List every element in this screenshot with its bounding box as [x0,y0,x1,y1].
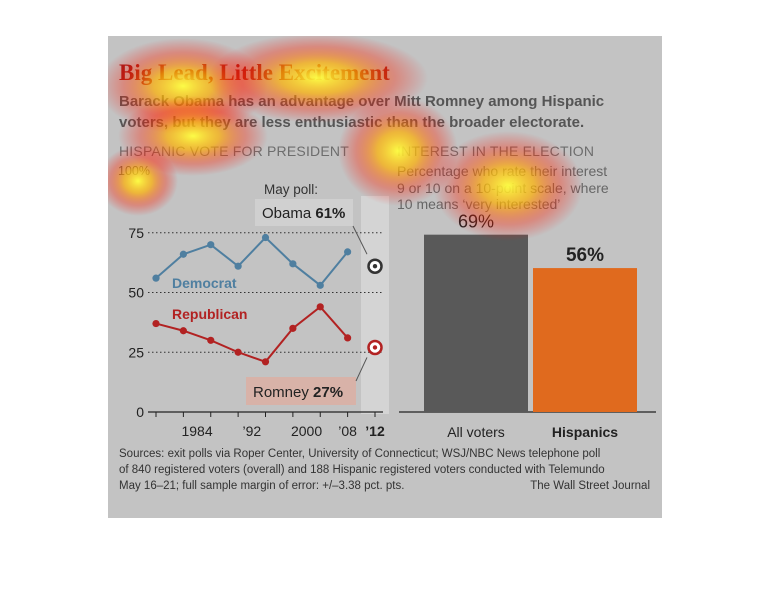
bar-category-label: Hispanics [552,424,618,440]
source-line-3: May 16–21; full sample margin of error: … [119,480,405,492]
data-point-democrat [289,260,297,268]
x-tick-label: ’12 [365,423,385,439]
romney-leader-line [355,357,368,382]
series-line-republican [155,305,349,363]
romney-callout-value: 27% [313,384,343,401]
data-point-democrat [316,281,324,289]
data-point-republican [179,327,187,335]
data-point-republican [207,336,215,344]
data-point-democrat [152,274,160,282]
poll-marker-dot [372,264,378,269]
data-point-republican [344,334,352,342]
source-line-2: of 840 registered voters (overall) and 1… [119,464,605,476]
y-tick-label: 25 [128,344,144,360]
obama-callout-value: 61% [315,205,345,222]
romney-callout-box [246,377,356,405]
series-label-republican: Republican [172,306,247,322]
chart-card: Big Lead, Little Excitement Barack Obama… [108,36,662,518]
data-point-republican [316,303,324,311]
bar-hispanics [533,268,637,412]
bar-all-voters [424,234,528,412]
x-tick-label: 1984 [181,423,212,439]
data-point-republican [261,358,270,366]
bar-category-label: All voters [447,424,505,440]
data-point-democrat [234,262,242,270]
obama-leader-line [352,225,368,255]
x-tick-label: 2000 [291,423,322,439]
series-line-democrat [155,236,349,287]
poll-header: May poll: [264,182,318,197]
data-point-democrat [207,241,215,249]
obama-callout-name: Obama [262,205,315,222]
romney-callout: Romney 27% [253,384,343,401]
data-point-republican [234,348,242,356]
bar-value-label: 69% [458,212,494,232]
data-point-democrat [179,250,187,258]
obama-callout-box [255,199,353,226]
bar-chart: 69% All voters 56% Hispanics [399,212,656,440]
data-point-republican [152,319,160,328]
series-label-democrat: Democrat [172,275,237,291]
data-point-republican [289,324,297,332]
data-point-democrat [344,248,352,256]
y-tick-label: 0 [136,404,144,420]
obama-callout: Obama 61% [262,205,345,222]
romney-callout-name: Romney [253,384,313,401]
source-line-1: Sources: exit polls via Roper Center, Un… [119,448,601,460]
line-chart: 0 25 50 75 1984 ’92 2000 ’08 ’12 Democrat Republic… [128,182,389,439]
y-tick-label: 75 [128,225,144,241]
poll-highlight-band [361,196,389,414]
data-point-democrat [261,233,270,242]
credit-line: The Wall Street Journal [530,480,650,492]
bar-value-label: 56% [566,245,604,266]
x-tick-label: ’92 [242,423,261,439]
poll-marker-dot [372,345,378,350]
y-tick-label: 50 [128,285,144,301]
x-tick-label: ’08 [338,423,357,439]
